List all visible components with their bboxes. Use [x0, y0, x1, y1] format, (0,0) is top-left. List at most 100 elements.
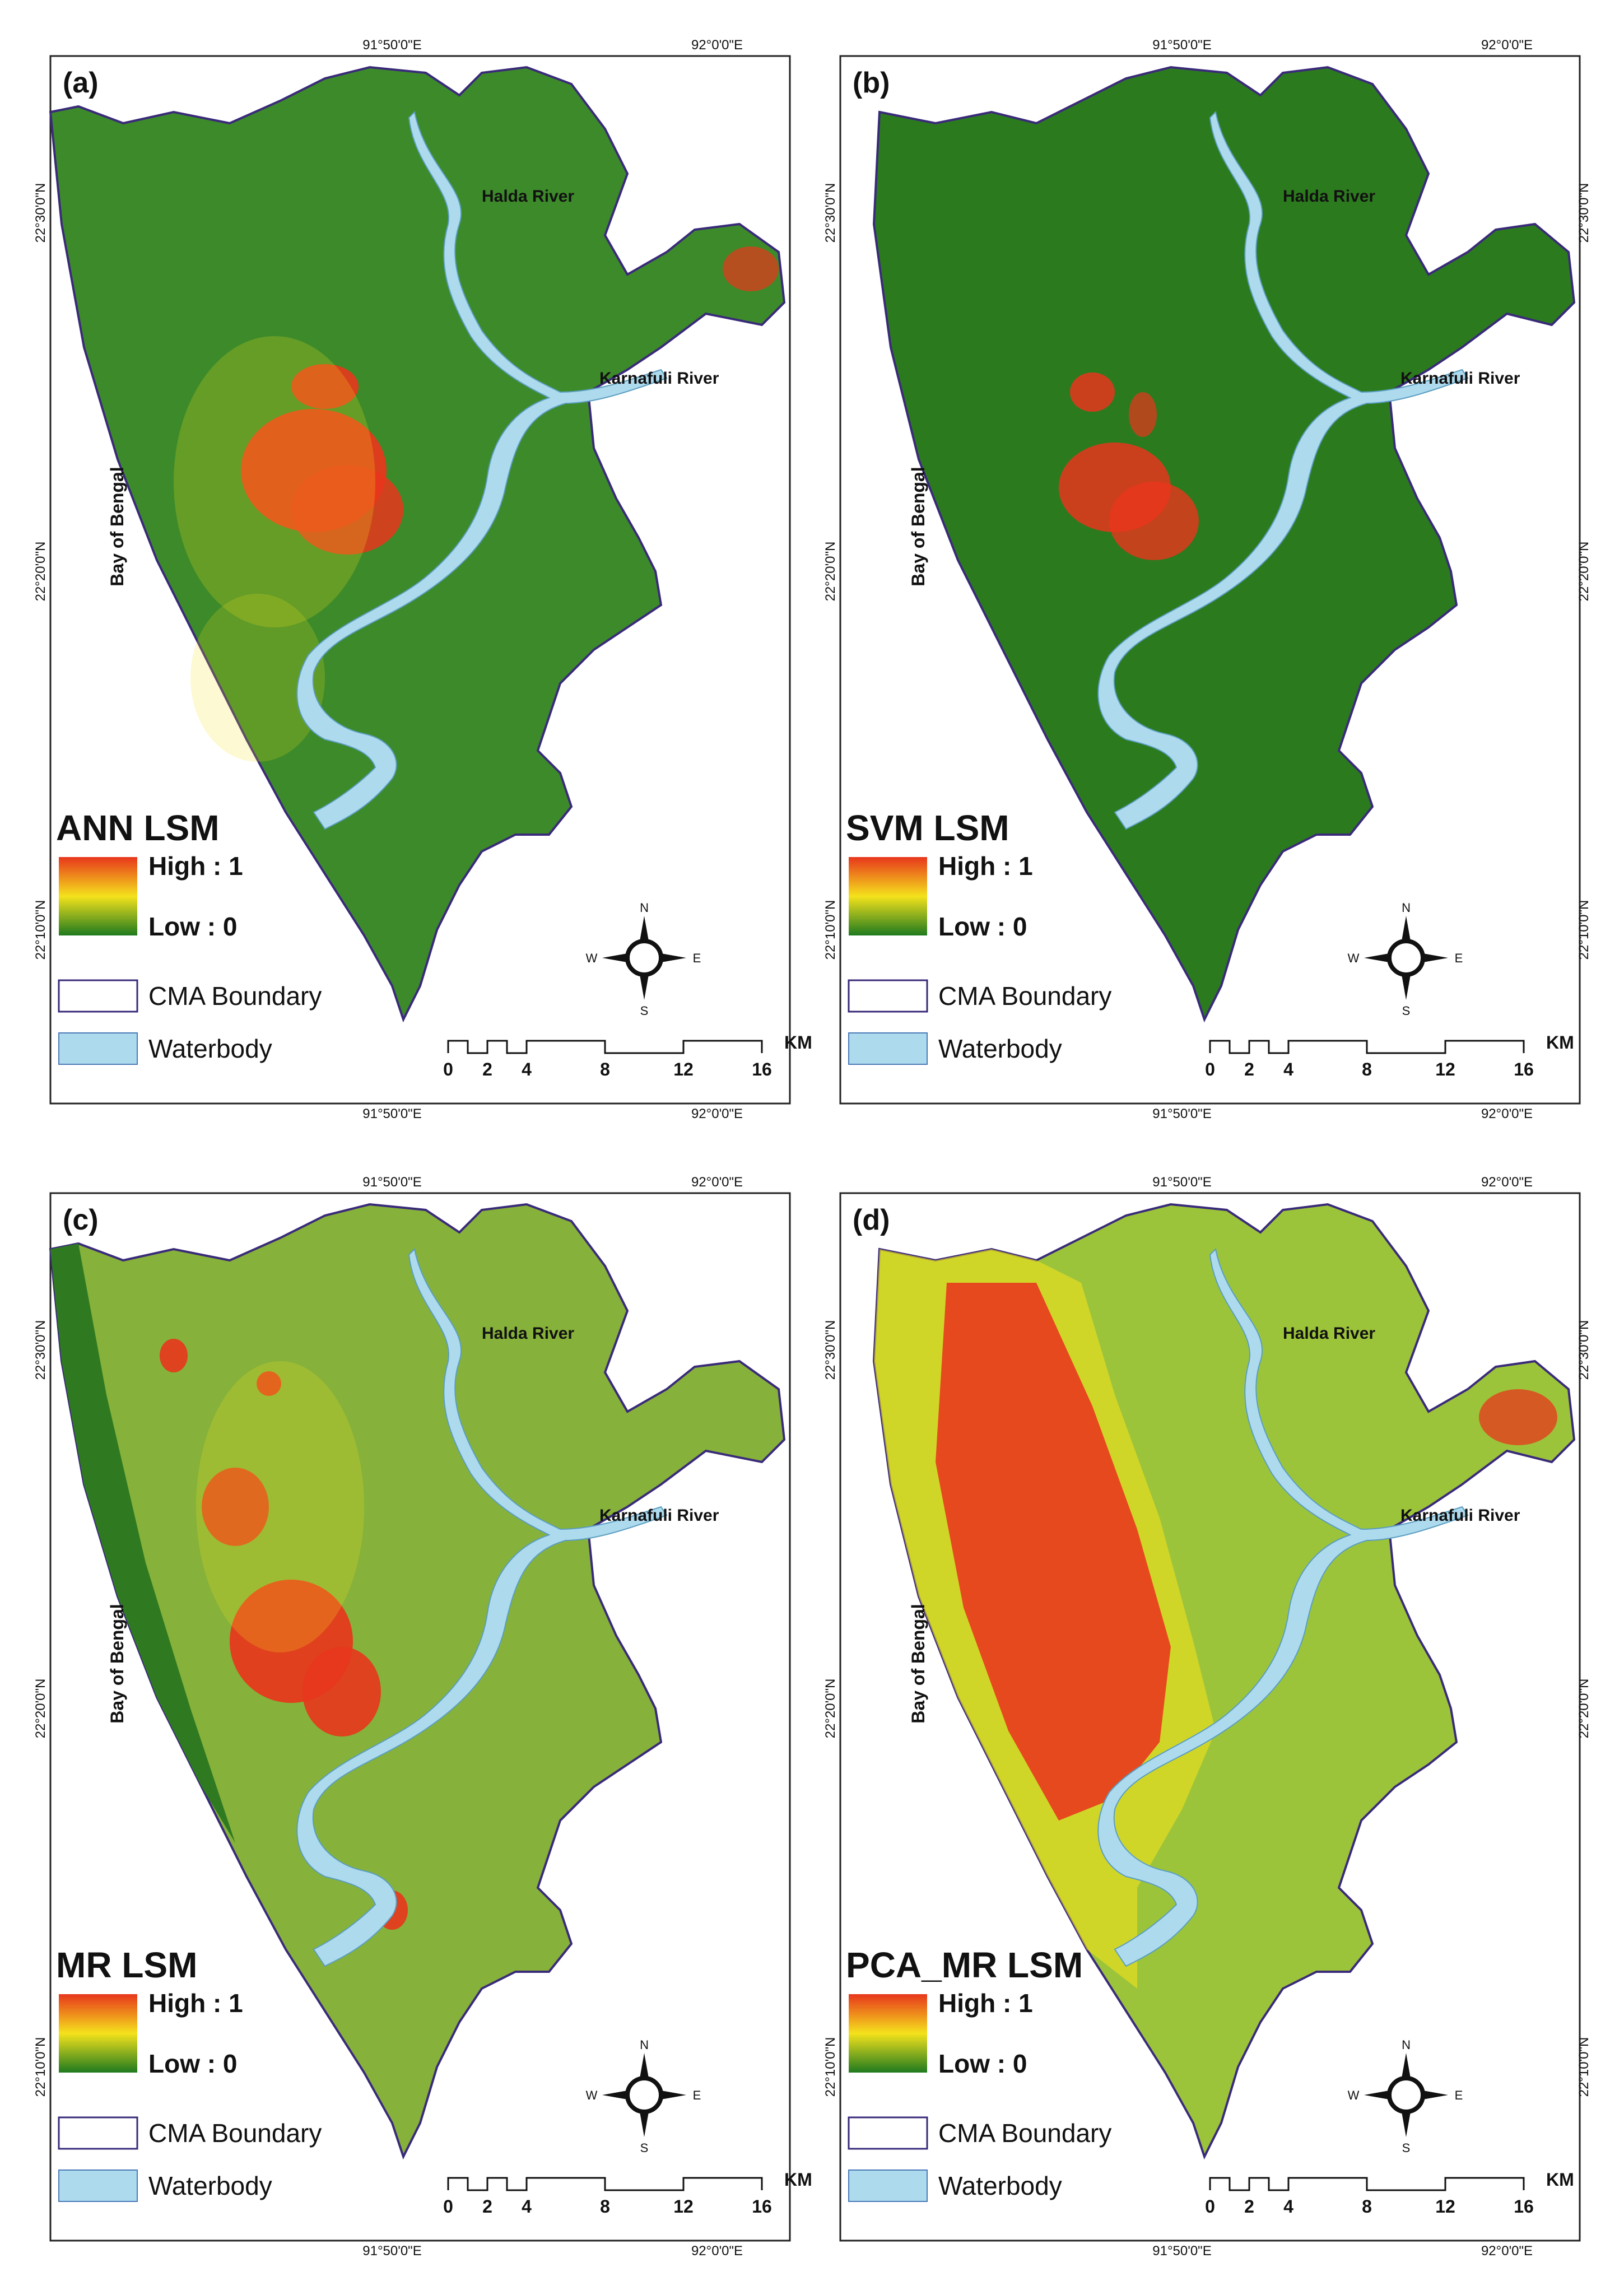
lat-label-1: 22°30'0"N	[33, 1320, 48, 1380]
legend-high: High : 1	[938, 851, 1033, 881]
legend-waterbody-swatch	[58, 1032, 138, 1065]
lat-label-2: 22°20'0"N	[1576, 542, 1592, 602]
map-panel-d: 91°50'0"E 92°0'0"E 91°50'0"E 92°0'0"E 22…	[823, 1171, 1597, 2259]
legend-boundary-swatch	[58, 2116, 138, 2150]
lon-label-top-2: 92°0'0"E	[691, 1175, 743, 1190]
north-arrow-icon: N S W E	[586, 2038, 701, 2155]
halda-river-label: Halda River	[1283, 1324, 1375, 1343]
lon-label-top-2: 92°0'0"E	[1481, 1175, 1533, 1190]
svg-text:4: 4	[522, 2196, 532, 2217]
legend-high: High : 1	[148, 1989, 243, 2018]
moderate-susceptibility-zone	[190, 594, 325, 762]
svg-text:0: 0	[443, 2196, 453, 2217]
legend-low: Low : 0	[148, 912, 237, 941]
svg-text:E: E	[1455, 951, 1463, 965]
svg-text:12: 12	[673, 2196, 694, 2217]
svg-text:0: 0	[1205, 2196, 1215, 2217]
karnafuli-river	[1097, 1247, 1469, 1967]
karnafuli-river	[296, 1247, 668, 1967]
lon-label-bottom-1: 91°50'0"E	[362, 2243, 421, 2259]
svg-text:W: W	[1348, 2088, 1360, 2102]
high-susceptibility-zone	[1109, 482, 1199, 560]
svg-text:W: W	[586, 2088, 598, 2102]
high-susceptibility-zone	[723, 246, 779, 291]
legend-title: ANN LSM	[56, 808, 220, 848]
karnafuli-river	[296, 110, 668, 830]
legend-waterbody-label: Waterbody	[938, 1034, 1062, 1063]
legend-title: SVM LSM	[846, 808, 1009, 848]
north-arrow-icon: N S W E	[586, 901, 701, 1018]
lat-label-left-1: 22°30'0"N	[823, 183, 838, 243]
map-frame-a: 91°50'0"E 92°0'0"E 91°50'0"E 92°0'0"E 22…	[33, 38, 812, 1121]
lat-label-left-3: 22°10'0"N	[823, 900, 838, 960]
panel-label: (d)	[853, 1204, 890, 1236]
lat-label-2: 22°20'0"N	[33, 1679, 48, 1739]
lat-label-3: 22°10'0"N	[1576, 2037, 1592, 2097]
lon-label-bottom-2: 92°0'0"E	[691, 1106, 743, 1121]
lat-label-2: 22°20'0"N	[1576, 1679, 1592, 1739]
legend-title: PCA_MR LSM	[846, 1945, 1083, 1985]
legend-waterbody-swatch	[848, 2169, 928, 2202]
map-frame-d: 91°50'0"E 92°0'0"E 91°50'0"E 92°0'0"E 22…	[823, 1175, 1592, 2259]
lon-label-bottom-2: 92°0'0"E	[691, 2243, 743, 2259]
lat-label-3: 22°10'0"N	[33, 900, 48, 960]
lon-label-top-1: 91°50'0"E	[1152, 1175, 1211, 1190]
scale-bar: 0 2 4 8 12 16 KM	[1205, 2169, 1574, 2217]
karnafuli-river-label: Karnafuli River	[599, 1506, 719, 1525]
panel-label: (b)	[853, 67, 890, 99]
lat-label-left-2: 22°20'0"N	[823, 542, 838, 602]
high-susceptibility-zone	[291, 465, 403, 555]
legend-boundary-label: CMA Boundary	[148, 2119, 322, 2148]
lat-label-left-1: 22°30'0"N	[823, 1320, 838, 1380]
lat-label-1: 22°30'0"N	[1576, 183, 1592, 243]
svg-text:16: 16	[752, 2196, 772, 2217]
lon-label-top-1: 91°50'0"E	[362, 38, 421, 53]
moderate-susceptibility-zone	[196, 1361, 364, 1652]
cma-boundary-shape	[49, 1203, 786, 2160]
map-frame-c: 91°50'0"E 92°0'0"E 91°50'0"E 92°0'0"E 22…	[33, 1175, 812, 2259]
legend-low: Low : 0	[148, 2049, 237, 2078]
legend-color-ramp	[59, 857, 137, 935]
svg-text:E: E	[693, 951, 701, 965]
svg-text:12: 12	[1435, 2196, 1455, 2217]
svg-text:2: 2	[482, 1059, 492, 1079]
legend-waterbody-swatch	[58, 2169, 138, 2202]
legend-low: Low : 0	[938, 2049, 1027, 2078]
svg-text:S: S	[640, 1004, 649, 1018]
svg-text:N: N	[1402, 901, 1411, 915]
high-susceptibility-zone	[202, 1468, 269, 1546]
legend-waterbody-swatch	[848, 1032, 928, 1065]
svg-text:0: 0	[443, 1059, 453, 1079]
legend-waterbody-label: Waterbody	[938, 2171, 1062, 2200]
svg-text:4: 4	[522, 1059, 532, 1079]
svg-text:16: 16	[1514, 2196, 1534, 2217]
halda-river-label: Halda River	[1283, 187, 1375, 206]
legend-waterbody-label: Waterbody	[148, 2171, 272, 2200]
legend-high: High : 1	[938, 1989, 1033, 2018]
svg-text:W: W	[1348, 951, 1360, 965]
lat-label-1: 22°30'0"N	[1576, 1320, 1592, 1380]
karnafuli-river-label: Karnafuli River	[1400, 1506, 1520, 1525]
bay-of-bengal-label: Bay of Bengal	[908, 467, 928, 586]
svg-text:N: N	[1402, 2038, 1411, 2052]
lon-label-top-1: 91°50'0"E	[1152, 38, 1211, 53]
legend-boundary-swatch	[848, 2116, 928, 2150]
legend-high: High : 1	[148, 851, 243, 881]
scale-bar: 0 2 4 8 12 16 KM	[443, 2169, 812, 2217]
cma-boundary-shape	[872, 66, 1576, 1023]
north-arrow-icon: N S W E	[1348, 2038, 1463, 2155]
svg-text:16: 16	[752, 1059, 772, 1079]
svg-text:W: W	[586, 951, 598, 965]
legend-waterbody-label: Waterbody	[148, 1034, 272, 1063]
panel-label: (a)	[63, 67, 99, 99]
legend-title: MR LSM	[56, 1945, 197, 1985]
svg-text:N: N	[640, 901, 649, 915]
low-susceptibility-coastal-zone	[50, 1244, 235, 1843]
svg-text:8: 8	[600, 2196, 610, 2217]
karnafuli-river-label: Karnafuli River	[1400, 369, 1520, 388]
moderate-susceptibility-zone	[174, 336, 375, 627]
lat-label-2: 22°20'0"N	[33, 542, 48, 602]
north-arrow-icon: N S W E	[1348, 901, 1463, 1018]
scale-bar: 0 2 4 8 12 16 KM	[1205, 1032, 1574, 1079]
panel-label: (c)	[63, 1204, 99, 1236]
